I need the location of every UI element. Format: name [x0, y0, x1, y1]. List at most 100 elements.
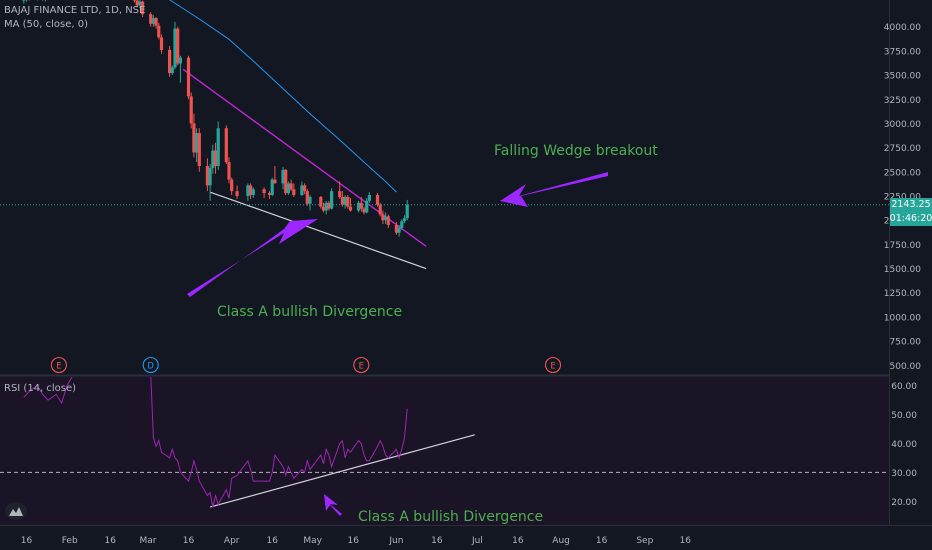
candle[interactable]: [397, 225, 401, 237]
rsi-divergence-arrow[interactable]: [324, 494, 342, 516]
candle[interactable]: [216, 121, 220, 170]
candle[interactable]: [230, 177, 234, 196]
candle[interactable]: [340, 191, 344, 207]
candle[interactable]: [338, 181, 342, 199]
candle[interactable]: [367, 192, 371, 203]
div-rsi-annotation[interactable]: Class A bullish Divergence: [358, 509, 543, 525]
candle[interactable]: [249, 183, 253, 199]
candle[interactable]: [149, 12, 153, 27]
rsi-legend[interactable]: RSI (14, close): [4, 383, 76, 394]
ma-line[interactable]: [151, 0, 397, 193]
candle[interactable]: [405, 199, 409, 221]
price-divergence-arrow[interactable]: [187, 219, 318, 297]
earnings-marker[interactable]: E: [544, 356, 562, 374]
candle[interactable]: [321, 202, 326, 213]
candle[interactable]: [197, 128, 201, 172]
candle[interactable]: [400, 219, 404, 230]
earnings-marker[interactable]: E: [50, 356, 67, 374]
ma-legend-label[interactable]: MA (50, close, 0): [4, 19, 89, 30]
candle[interactable]: [224, 125, 228, 165]
candle[interactable]: [292, 183, 296, 197]
wedge-breakout-arrow[interactable]: [500, 172, 608, 207]
candle[interactable]: [168, 46, 172, 78]
candle[interactable]: [273, 166, 277, 184]
candle[interactable]: [281, 166, 285, 190]
time-axis-label: 16: [596, 536, 608, 546]
candle[interactable]: [189, 92, 193, 129]
candle[interactable]: [44, 0, 47, 2]
candle[interactable]: [267, 191, 272, 199]
candle[interactable]: [227, 157, 231, 184]
falling-wedge-annotation[interactable]: Falling Wedge breakout: [494, 143, 658, 159]
dividend-marker[interactable]: D: [142, 356, 159, 374]
candle[interactable]: [235, 185, 239, 199]
candle[interactable]: [330, 188, 334, 210]
candle[interactable]: [132, 0, 137, 3]
rsi-legend-label[interactable]: RSI (14, close): [4, 383, 77, 394]
candle[interactable]: [375, 193, 380, 207]
candle[interactable]: [141, 0, 145, 18]
candle-body: [208, 167, 212, 186]
candle[interactable]: [357, 200, 361, 213]
candle[interactable]: [246, 183, 250, 201]
tradingview-logo-icon[interactable]: [5, 502, 27, 520]
candle[interactable]: [378, 202, 382, 217]
candle[interactable]: [381, 210, 385, 225]
symbol-legend[interactable]: BAJAJ FINANCE LTD, 1D, NSE: [4, 5, 145, 16]
candle[interactable]: [394, 222, 398, 235]
candle[interactable]: [343, 195, 347, 209]
candle[interactable]: [176, 26, 180, 66]
rsi-line[interactable]: [23, 368, 408, 508]
candle[interactable]: [270, 177, 274, 196]
candle-body: [402, 218, 407, 222]
candle[interactable]: [251, 187, 255, 198]
candle[interactable]: [327, 200, 331, 211]
symbol-title[interactable]: BAJAJ FINANCE LTD, 1D, NSE: [4, 5, 146, 16]
candle[interactable]: [348, 197, 353, 212]
candle[interactable]: [211, 144, 215, 174]
candle[interactable]: [284, 168, 288, 196]
candle[interactable]: [22, 0, 26, 4]
candle[interactable]: [362, 206, 366, 215]
candle[interactable]: [173, 21, 177, 70]
candle-body: [367, 195, 371, 201]
candle[interactable]: [213, 142, 218, 174]
candle[interactable]: [365, 197, 369, 214]
candle[interactable]: [186, 55, 191, 100]
ma-legend[interactable]: MA (50, close, 0): [4, 19, 88, 30]
candle[interactable]: [25, 0, 28, 2]
candle[interactable]: [192, 113, 196, 158]
candle[interactable]: [170, 65, 174, 76]
earnings-marker[interactable]: E: [353, 356, 370, 374]
candle[interactable]: [384, 212, 388, 225]
candle[interactable]: [303, 183, 307, 195]
div-price-annotation[interactable]: Class A bullish Divergence: [217, 304, 402, 320]
rsi-divergence-trendline[interactable]: [209, 434, 475, 508]
candle[interactable]: [286, 181, 290, 196]
candle[interactable]: [324, 200, 328, 215]
price-axis-label: 1750.00: [884, 241, 921, 251]
candle[interactable]: [178, 55, 182, 83]
candle[interactable]: [135, 0, 139, 8]
candle[interactable]: [154, 17, 158, 29]
candle[interactable]: [359, 196, 363, 212]
candle[interactable]: [308, 195, 312, 211]
candle-body: [251, 189, 255, 196]
candle[interactable]: [195, 128, 199, 163]
candle-body: [378, 204, 382, 215]
candle[interactable]: [205, 158, 209, 192]
candle[interactable]: [319, 196, 323, 209]
candle[interactable]: [208, 164, 212, 201]
candle[interactable]: [159, 34, 164, 54]
candle[interactable]: [289, 179, 293, 192]
candle[interactable]: [305, 189, 309, 206]
candle[interactable]: [300, 181, 304, 196]
candle[interactable]: [346, 195, 350, 209]
candle[interactable]: [157, 22, 161, 40]
candle[interactable]: [138, 0, 142, 9]
candle[interactable]: [151, 15, 155, 27]
candle[interactable]: [386, 214, 390, 228]
candle[interactable]: [262, 187, 266, 198]
candle[interactable]: [402, 215, 407, 224]
